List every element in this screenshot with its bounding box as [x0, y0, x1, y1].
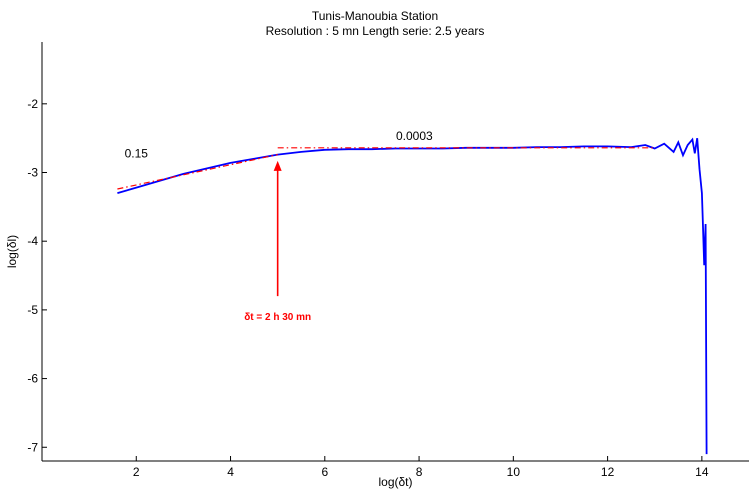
data-series-line — [117, 137, 708, 455]
y-tick-label: -3 — [27, 166, 38, 180]
y-tick-label: -6 — [27, 372, 38, 386]
slope-annotation: 0.0003 — [396, 129, 433, 143]
x-tick-label: 6 — [321, 465, 328, 479]
y-tick-label: -5 — [27, 303, 38, 317]
plot-area — [42, 42, 749, 461]
slope-annotation: 0.15 — [125, 146, 149, 160]
y-tick-label: -7 — [27, 440, 38, 454]
crossover-label: δt = 2 h 30 mn — [244, 312, 311, 323]
x-tick-label: 4 — [227, 465, 234, 479]
y-tick-label: -4 — [27, 234, 38, 248]
x-tick-label: 12 — [601, 465, 615, 479]
axes: 2 4 6 8 10 12 14 -7 -6 -5 -4 -3 -2 log(δt) log(δl) — [5, 42, 749, 489]
x-tick-label: 8 — [416, 465, 423, 479]
x-tick-label: 14 — [695, 465, 709, 479]
fit-line-1 — [117, 154, 278, 190]
x-axis-label: log(δt) — [378, 475, 412, 489]
x-tick-label: 2 — [133, 465, 140, 479]
plot-background — [42, 42, 749, 461]
chart-title: Tunis-Manoubia Station — [311, 9, 439, 23]
annotations: 0.15 0.0003 δt = 2 h 30 mn — [125, 129, 433, 323]
y-axis-label: log(δl) — [5, 235, 19, 268]
x-tick-label: 10 — [507, 465, 521, 479]
series-group — [117, 137, 708, 455]
chart-subtitle: Resolution : 5 mn Length serie: 2.5 year… — [265, 24, 485, 38]
crossover-arrow-head — [273, 160, 282, 171]
y-tick-label: -2 — [27, 97, 38, 111]
